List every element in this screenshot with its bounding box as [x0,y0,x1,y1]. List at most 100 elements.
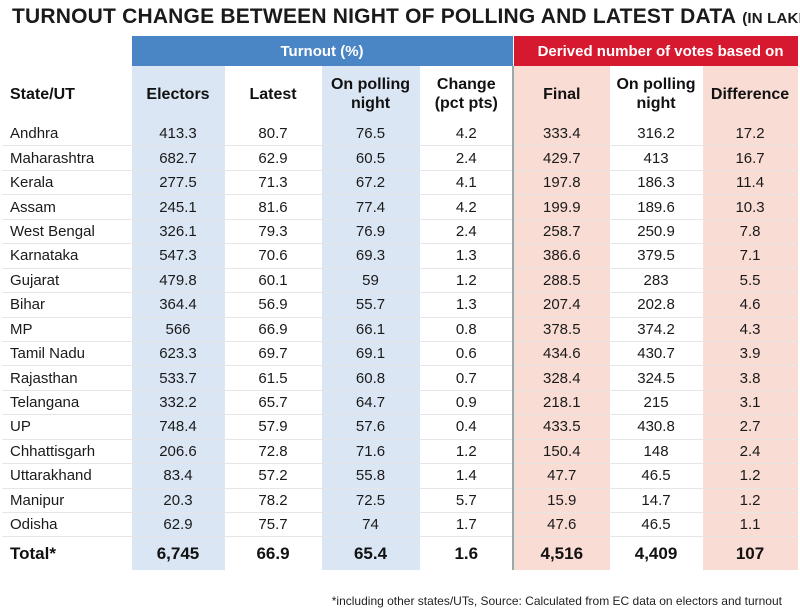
cell-state: Odisha [2,512,132,538]
cell-state: Uttarakhand [2,463,132,489]
cell-electors: 533.7 [131,365,226,391]
cell-electors: 62.9 [131,512,226,538]
cell-electors: 326.1 [131,219,226,245]
cell-final: 15.9 [512,488,611,514]
cell-on-polling-night: 76.5 [321,122,421,147]
cell-difference: 4.6 [702,292,799,318]
cell-votes-on-polling-night: 283 [610,268,703,294]
cell-change: 5.7 [420,488,514,514]
title-unit: (IN LAKH) [742,10,800,27]
cell-votes-on-polling-night: 430.8 [610,414,703,440]
cell-change: 0.4 [420,414,514,440]
cell-on-polling-night: 76.9 [321,219,421,245]
column-header-row: State/UT Electors Latest On polling night Cha… [2,66,799,122]
cell-votes-on-polling-night: 324.5 [610,365,703,391]
cell-final: 386.6 [512,243,611,269]
total-cell-difference: 107 [702,536,799,571]
cell-electors: 206.6 [131,439,226,465]
table-row: Maharashtra 682.7 62.9 60.5 2.4 429.7 413 16.7 [2,145,799,171]
cell-latest: 66.9 [225,317,322,342]
cell-votes-on-polling-night: 316.2 [610,122,703,147]
table-row: Chhattisgarh 206.6 72.8 71.6 1.2 150.4 148 2.4 [2,439,799,465]
cell-final: 328.4 [512,365,611,391]
cell-electors: 332.2 [131,390,226,416]
cell-final: 47.7 [512,463,611,489]
cell-latest: 61.5 [225,365,322,391]
cell-difference: 1.2 [702,488,799,514]
cell-state: Karnataka [2,243,132,269]
cell-votes-on-polling-night: 250.9 [610,219,703,245]
cell-votes-on-polling-night: 46.5 [610,512,703,538]
cell-electors: 682.7 [131,145,226,171]
cell-final: 434.6 [512,341,611,367]
col-header-change: Change (pct pts) [420,66,514,122]
cell-change: 0.9 [420,390,514,416]
cell-change: 1.7 [420,512,514,538]
cell-on-polling-night: 66.1 [321,317,421,342]
cell-latest: 75.7 [225,512,322,538]
group-header-votes: Derived number of votes based on [513,36,799,66]
total-row: Total* 6,745 66.9 65.4 1.6 4,516 4,409 107 [2,536,799,571]
cell-final: 258.7 [512,219,611,245]
cell-votes-on-polling-night: 46.5 [610,463,703,489]
cell-votes-on-polling-night: 14.7 [610,488,703,514]
cell-state: Maharashtra [2,145,132,171]
cell-votes-on-polling-night: 430.7 [610,341,703,367]
cell-on-polling-night: 77.4 [321,194,421,220]
cell-difference: 3.1 [702,390,799,416]
cell-state: Manipur [2,488,132,514]
cell-on-polling-night: 67.2 [321,170,421,196]
col-header-electors: Electors [131,66,226,122]
title-text: TURNOUT CHANGE BETWEEN NIGHT OF POLLING … [12,5,737,28]
cell-on-polling-night: 60.5 [321,145,421,171]
cell-final: 288.5 [512,268,611,294]
cell-state: Kerala [2,170,132,196]
total-cell-votes-on-polling-night: 4,409 [610,536,703,571]
cell-latest: 69.7 [225,341,322,367]
total-cell-change: 1.6 [420,536,514,571]
cell-electors: 20.3 [131,488,226,514]
cell-electors: 413.3 [131,122,226,147]
cell-latest: 70.6 [225,243,322,269]
cell-final: 150.4 [512,439,611,465]
cell-change: 0.6 [420,341,514,367]
cell-latest: 72.8 [225,439,322,465]
footnote: *including other states/UTs, Source: Cal… [331,594,782,608]
table-row: Karnataka 547.3 70.6 69.3 1.3 386.6 379.5 7.1 [2,243,799,269]
cell-difference: 17.2 [702,122,799,147]
table-row: Telangana 332.2 65.7 64.7 0.9 218.1 215 3.1 [2,390,799,416]
cell-votes-on-polling-night: 413 [610,145,703,171]
page-title: TURNOUT CHANGE BETWEEN NIGHT OF POLLING … [12,5,800,29]
cell-change: 4.2 [420,122,514,147]
table-row: Rajasthan 533.7 61.5 60.8 0.7 328.4 324.5 3.8 [2,365,799,391]
table-row: Bihar 364.4 56.9 55.7 1.3 207.4 202.8 4.6 [2,292,799,318]
cell-change: 1.3 [420,243,514,269]
col-header-latest: Latest [225,66,322,122]
cell-electors: 364.4 [131,292,226,318]
cell-change: 1.4 [420,463,514,489]
cell-difference: 5.5 [702,268,799,294]
cell-votes-on-polling-night: 202.8 [610,292,703,318]
cell-state: UP [2,414,132,440]
cell-votes-on-polling-night: 186.3 [610,170,703,196]
cell-final: 429.7 [512,145,611,171]
cell-final: 199.9 [512,194,611,220]
cell-change: 1.3 [420,292,514,318]
total-cell-latest: 66.9 [225,536,322,571]
cell-difference: 7.1 [702,243,799,269]
cell-votes-on-polling-night: 148 [610,439,703,465]
cell-difference: 1.2 [702,463,799,489]
col-header-difference: Difference [702,66,799,122]
cell-electors: 83.4 [131,463,226,489]
cell-latest: 81.6 [225,194,322,220]
cell-on-polling-night: 72.5 [321,488,421,514]
cell-change: 1.2 [420,268,514,294]
cell-change: 2.4 [420,219,514,245]
group-header-turnout: Turnout (%) [131,36,514,66]
cell-latest: 62.9 [225,145,322,171]
turnout-table: Turnout (%) Derived number of votes base… [2,36,799,571]
cell-electors: 245.1 [131,194,226,220]
cell-latest: 65.7 [225,390,322,416]
cell-latest: 57.9 [225,414,322,440]
total-cell-electors: 6,745 [131,536,226,571]
